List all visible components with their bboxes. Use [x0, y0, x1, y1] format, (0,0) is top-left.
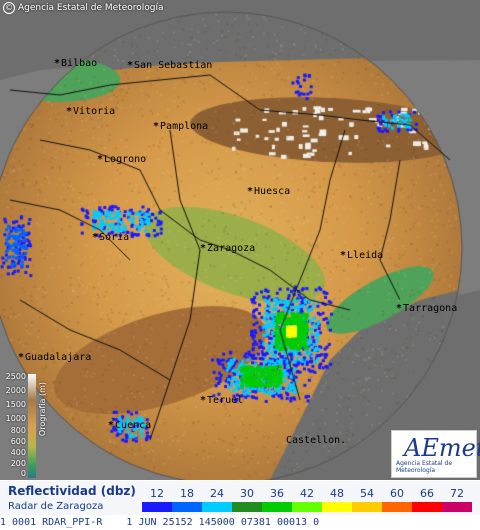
city-label: *Pamplona [153, 121, 208, 132]
city-label: *Vitoria [66, 106, 115, 117]
elevation-tick: 200 [2, 459, 26, 468]
dbz-value-label: 36 [262, 487, 292, 500]
elevation-tick: 800 [2, 426, 26, 435]
elevation-scale: 2500 2000 1500 1000 800 600 400 200 0 Or… [0, 372, 52, 480]
aemet-logo: AEmet Agencia Estatal de Meteorología [391, 430, 477, 478]
elevation-tick: 2000 [2, 386, 26, 395]
elevation-color-bar [28, 374, 36, 478]
dbz-value-label: 48 [322, 487, 352, 500]
dbz-value-labels: 12 18 24 30 36 42 48 54 60 66 72 [142, 487, 472, 500]
elevation-tick: 600 [2, 437, 26, 446]
status-line: 1 0001 RDAR_PPI-R 1 JUN 25152 145000 073… [0, 515, 480, 530]
copyright-icon: © [3, 2, 15, 14]
dbz-swatch [232, 502, 262, 512]
dbz-swatch [292, 502, 322, 512]
dbz-swatch [142, 502, 172, 512]
city-label: *Cuenca [108, 420, 151, 431]
dbz-value-label: 18 [172, 487, 202, 500]
city-label: *Logrono [97, 154, 146, 165]
city-label: *Bilbao [54, 58, 97, 69]
dbz-swatch [202, 502, 232, 512]
reflectivity-legend: Reflectividad (dbz) Radar de Zaragoza 12… [0, 481, 480, 515]
legend-title: Reflectividad (dbz) [8, 484, 136, 498]
elevation-label: Orografía (m) [38, 382, 47, 436]
elevation-tick: 0 [2, 469, 26, 478]
city-label: *San Sebastian [127, 60, 212, 71]
dbz-value-label: 72 [442, 487, 472, 500]
copyright-notice: © Agencia Estatal de Meteorología [3, 2, 164, 14]
city-label: *Zaragoza [200, 243, 255, 254]
city-label: *Guadalajara [18, 352, 91, 363]
legend-subtitle: Radar de Zaragoza [8, 501, 103, 512]
dbz-value-label: 42 [292, 487, 322, 500]
elevation-tick: 2500 [2, 372, 26, 381]
city-label: *Lleida [340, 250, 383, 261]
dbz-swatch [442, 502, 472, 512]
elevation-tick: 1000 [2, 414, 26, 423]
dbz-swatch [262, 502, 292, 512]
dbz-swatch [382, 502, 412, 512]
dbz-value-label: 66 [412, 487, 442, 500]
dbz-value-label: 24 [202, 487, 232, 500]
city-label: *Teruel [200, 395, 243, 406]
dbz-value-label: 54 [352, 487, 382, 500]
city-label: Castellon. [286, 435, 346, 446]
dbz-value-label: 60 [382, 487, 412, 500]
dbz-color-bar [142, 502, 472, 512]
city-label: *Tarragona [396, 303, 457, 314]
elevation-tick: 1500 [2, 400, 26, 409]
logo-brand: AEmet [404, 434, 480, 462]
dbz-swatch [172, 502, 202, 512]
city-label: *Soria [92, 232, 129, 243]
logo-subtitle: Agencia Estatal de Meteorología [396, 460, 476, 474]
copyright-text: Agencia Estatal de Meteorología [18, 3, 164, 13]
dbz-swatch [352, 502, 382, 512]
dbz-value-label: 30 [232, 487, 262, 500]
radar-map [0, 0, 480, 480]
dbz-value-label: 12 [142, 487, 172, 500]
dbz-swatch [322, 502, 352, 512]
city-label: *Huesca [247, 186, 290, 197]
elevation-tick: 400 [2, 448, 26, 457]
dbz-swatch [412, 502, 442, 512]
